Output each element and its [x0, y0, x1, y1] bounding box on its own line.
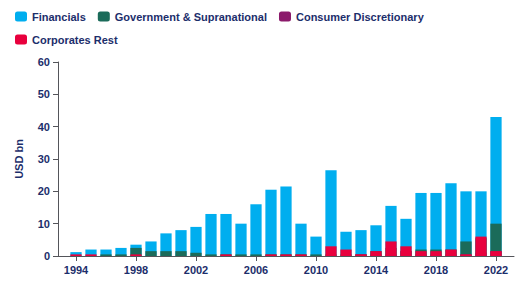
- svg-text:2006: 2006: [244, 264, 268, 276]
- svg-text:Consumer Discretionary: Consumer Discretionary: [296, 11, 425, 23]
- svg-text:2010: 2010: [304, 264, 328, 276]
- svg-text:1994: 1994: [64, 264, 89, 276]
- svg-text:10: 10: [38, 218, 50, 230]
- svg-text:20: 20: [38, 185, 50, 197]
- svg-text:30: 30: [38, 153, 50, 165]
- svg-text:2022: 2022: [484, 264, 508, 276]
- svg-text:60: 60: [38, 56, 50, 68]
- svg-text:Government & Supranational: Government & Supranational: [115, 11, 267, 23]
- svg-text:2018: 2018: [424, 264, 448, 276]
- svg-text:Financials: Financials: [32, 11, 86, 23]
- svg-text:1998: 1998: [124, 264, 148, 276]
- svg-text:Corporates Rest: Corporates Rest: [32, 34, 118, 46]
- svg-text:2014: 2014: [364, 264, 389, 276]
- svg-text:50: 50: [38, 88, 50, 100]
- svg-text:2002: 2002: [184, 264, 208, 276]
- svg-text:USD bn: USD bn: [13, 139, 25, 179]
- svg-text:0: 0: [44, 250, 50, 262]
- svg-text:40: 40: [38, 121, 50, 133]
